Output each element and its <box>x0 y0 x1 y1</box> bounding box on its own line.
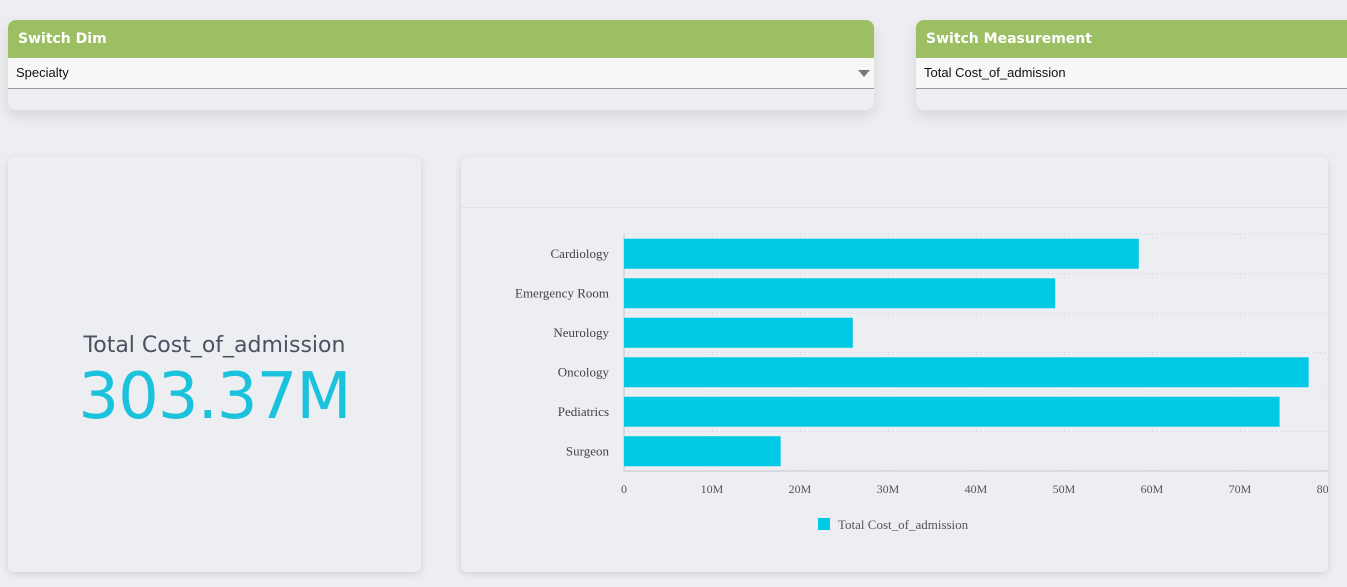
x-tick-label: 80M <box>1317 482 1328 496</box>
kpi-card: Total Cost_of_admission 303.37M <box>8 157 421 572</box>
chart-divider <box>461 207 1328 208</box>
kpi-label: Total Cost_of_admission <box>83 333 346 358</box>
y-tick-label: Surgeon <box>566 443 610 458</box>
switch-dim-header: Switch Dim <box>8 20 874 58</box>
bar <box>624 278 1056 309</box>
y-tick-label: Cardiology <box>551 246 610 261</box>
bar <box>624 238 1139 269</box>
switch-measurement-header: Switch Measurement <box>916 20 1347 58</box>
chart-card: 0 10M 20M 30M 40M 50M 60M 70M 80M Cardiology Emerg… <box>461 157 1328 572</box>
x-tick-label: 20M <box>789 482 812 496</box>
legend-label: Total Cost_of_admission <box>838 517 969 532</box>
x-tick-label: 70M <box>1229 482 1252 496</box>
x-tick-label: 0 <box>621 482 627 496</box>
legend-swatch <box>818 518 830 530</box>
y-tick-label: Emergency Room <box>515 285 609 300</box>
bar <box>624 357 1309 388</box>
chevron-down-icon[interactable] <box>858 70 870 77</box>
switch-dim-value: Specialty <box>16 65 69 80</box>
bar <box>624 436 781 467</box>
bar <box>624 396 1280 427</box>
x-tick-label: 50M <box>1053 482 1076 496</box>
x-tick-label: 10M <box>701 482 724 496</box>
x-tick-label: 30M <box>877 482 900 496</box>
y-tick-label: Pediatrics <box>558 404 609 419</box>
y-tick-label: Neurology <box>553 325 609 340</box>
x-tick-label: 60M <box>1141 482 1164 496</box>
bar <box>624 317 853 348</box>
y-tick-label: Oncology <box>558 364 610 379</box>
switch-measurement-card: Switch Measurement Total Cost_of_admissi… <box>916 20 1347 110</box>
x-tick-label: 40M <box>965 482 988 496</box>
switch-measurement-select[interactable]: Total Cost_of_admission <box>916 58 1347 89</box>
kpi-value: 303.37M <box>78 360 351 434</box>
switch-measurement-value: Total Cost_of_admission <box>924 65 1066 80</box>
bar-chart: 0 10M 20M 30M 40M 50M 60M 70M 80M Cardiology Emerg… <box>515 233 1328 532</box>
switch-dim-select[interactable]: Specialty <box>8 58 874 89</box>
switch-dim-card: Switch Dim Specialty <box>8 20 874 110</box>
